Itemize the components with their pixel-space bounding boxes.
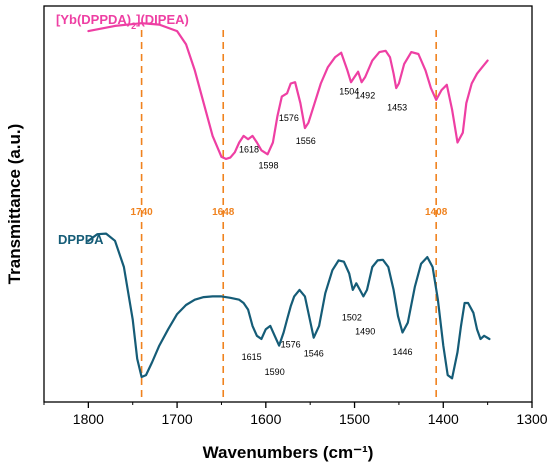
x-tick-label-2: 1600 — [250, 411, 281, 427]
peak-label-13: 1446 — [392, 347, 412, 357]
guide-label-0: 1740 — [130, 207, 153, 218]
series-label-subscript: 2 — [131, 21, 136, 31]
peak-label-12: 1490 — [355, 326, 375, 336]
axis-frame — [43, 5, 533, 403]
series-line-0 — [87, 22, 489, 160]
x-axis-title: Wavenumbers (cm⁻¹) — [203, 443, 374, 462]
series-label-main: [Yb(DPPDA) — [56, 12, 131, 27]
y-axis-title: Transmittance (a.u.) — [5, 124, 24, 285]
peak-label-8: 1590 — [265, 367, 285, 377]
peak-label-3: 1556 — [296, 136, 316, 146]
x-tick-label-4: 1400 — [428, 411, 459, 427]
peak-label-0: 1618 — [239, 144, 259, 154]
peak-label-10: 1546 — [304, 349, 324, 359]
guide-label-2: 1408 — [425, 207, 448, 218]
x-tick-label-3: 1500 — [339, 411, 370, 427]
guide-label-1: 1648 — [212, 207, 235, 218]
peak-label-4: 1504 — [339, 87, 359, 97]
x-tick-label-0: 1800 — [73, 411, 104, 427]
peak-label-1: 1598 — [258, 161, 278, 171]
series-label-dppda: DPPDA — [58, 232, 104, 247]
peak-label-2: 1576 — [279, 113, 299, 123]
x-tick-label-5: 1300 — [516, 411, 547, 427]
peak-label-9: 1576 — [281, 340, 301, 350]
peak-label-7: 1615 — [242, 352, 262, 362]
peak-label-6: 1453 — [387, 102, 407, 112]
x-axis-ticks: 1800 1700 1600 1500 1400 1300 — [43, 402, 548, 427]
x-tick-label-1: 1700 — [162, 411, 193, 427]
series-label-end: ](DIPEA) — [136, 12, 189, 27]
peak-label-11: 1502 — [342, 313, 362, 323]
plot-frame — [43, 5, 533, 403]
series-label-yb-complex: [Yb(DPPDA)2](DIPEA) — [56, 12, 189, 31]
peak-label-5: 1492 — [355, 91, 375, 101]
series-line-1 — [87, 232, 491, 380]
